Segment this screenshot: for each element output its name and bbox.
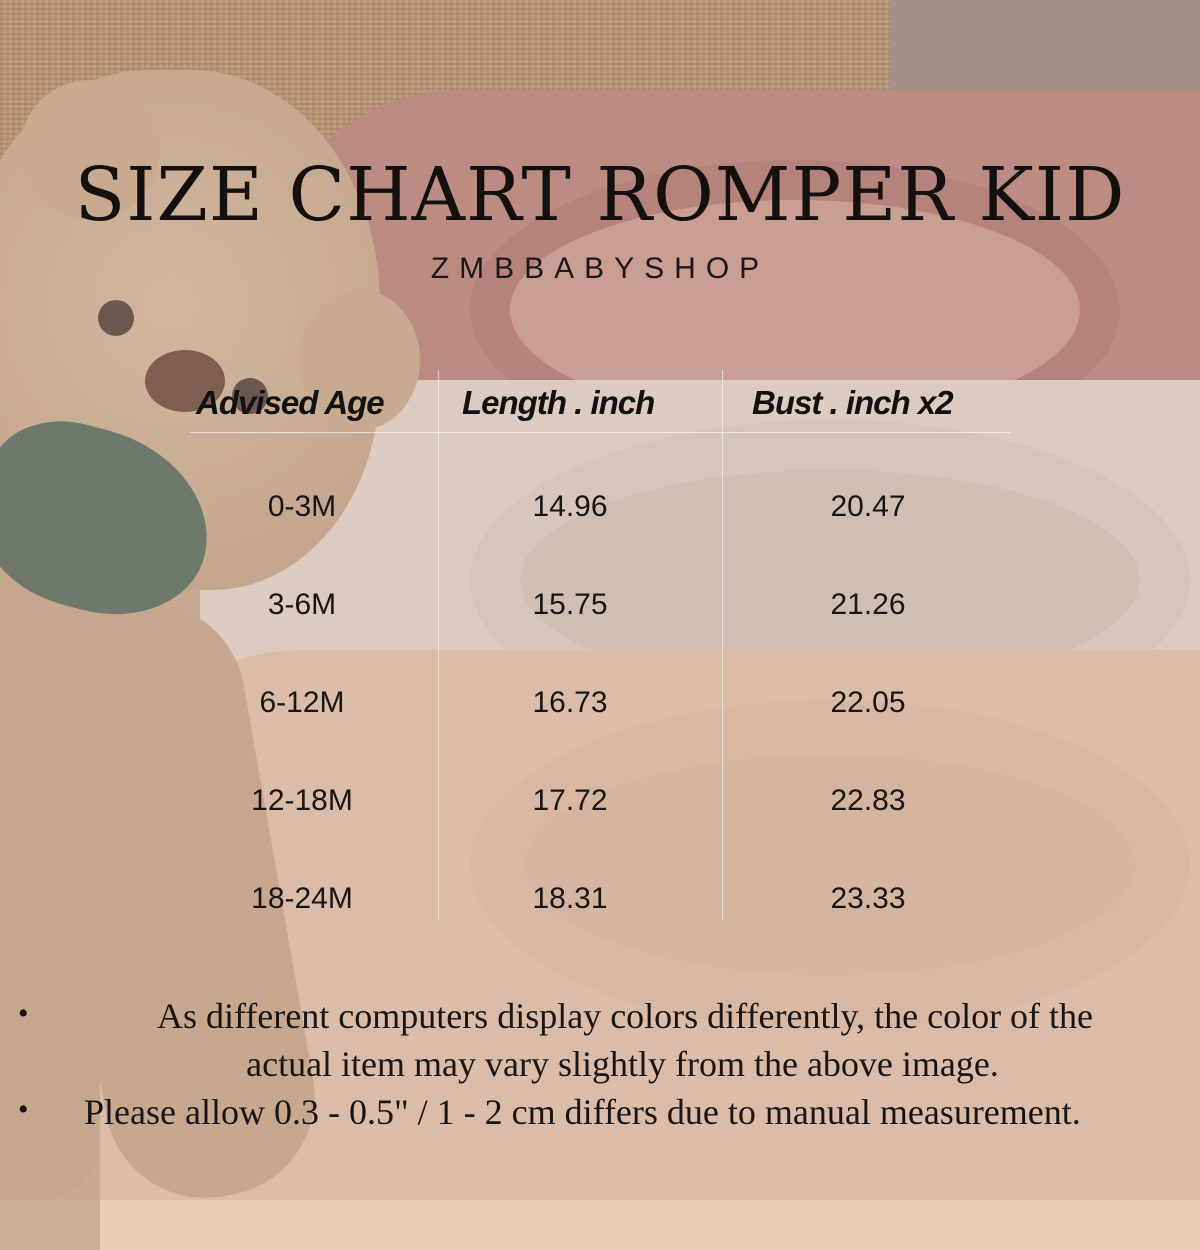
age-cell: 18-24M [251, 882, 353, 915]
bust-cell: 22.83 [830, 784, 906, 817]
age-cell: 6-12M [259, 686, 345, 719]
bust-cell: 20.47 [830, 490, 906, 523]
header-divider [190, 432, 1010, 433]
length-cell: 14.96 [532, 490, 608, 523]
column-divider [438, 370, 439, 920]
note-line: Please allow 0.3 - 0.5" / 1 - 2 cm diffe… [84, 1092, 1081, 1132]
age-cell: 0-3M [267, 490, 337, 523]
length-cell: 18.31 [532, 882, 608, 915]
note-line: As different computers display colors di… [156, 996, 1094, 1036]
bust-cell: 23.33 [830, 882, 906, 915]
page-title: SIZE CHART ROMPER KID [74, 152, 1126, 238]
note-line: actual item may vary slightly from the a… [246, 1044, 999, 1084]
bullet: • [18, 1093, 29, 1126]
column-divider [722, 370, 723, 920]
bust-cell: 21.26 [830, 588, 906, 621]
header-age: Advised Age [196, 384, 385, 421]
age-cell: 12-18M [251, 784, 353, 817]
brand-name: ZMBBABYSHOP [430, 252, 770, 285]
length-cell: 15.75 [532, 588, 608, 621]
bust-cell: 22.05 [830, 686, 906, 719]
header-length: Length . inch [462, 384, 655, 421]
age-cell: 3-6M [267, 588, 337, 621]
length-cell: 17.72 [532, 784, 608, 817]
bullet: • [18, 997, 29, 1030]
header-bust: Bust . inch x2 [752, 384, 954, 421]
length-cell: 16.73 [532, 686, 608, 719]
